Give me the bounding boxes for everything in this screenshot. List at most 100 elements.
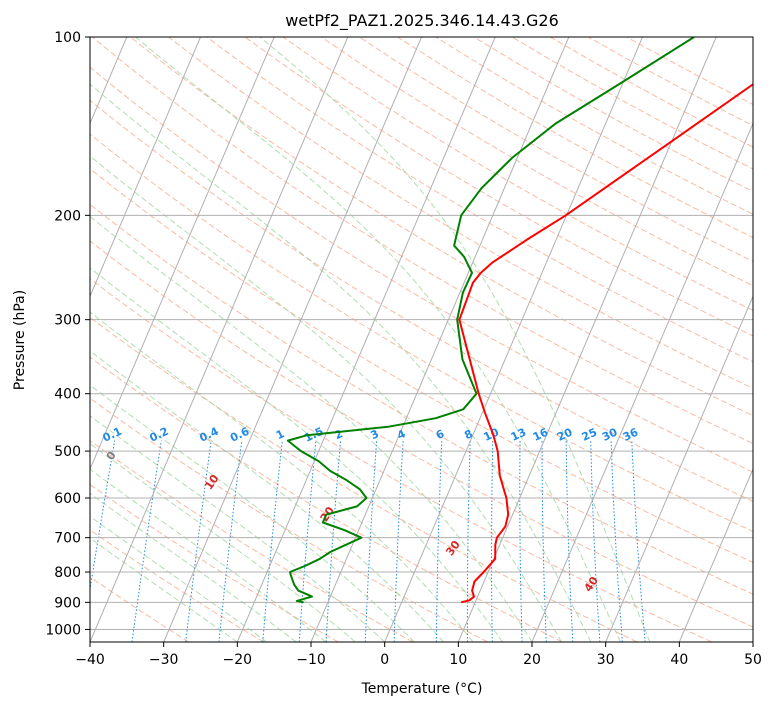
dry-adiabat	[90, 576, 190, 642]
mixing-ratio-line	[218, 440, 243, 642]
y-tick-label: 200	[54, 208, 81, 224]
moist-adiabat	[90, 537, 238, 642]
moist-adiabat	[90, 350, 444, 642]
dry-adiabat	[90, 356, 563, 642]
moist-adiabat	[135, 37, 621, 642]
mixing-ratio-line	[185, 440, 212, 642]
y-tick-label: 400	[54, 387, 81, 403]
dry-adiabat	[90, 168, 753, 563]
y-tick-label: 800	[54, 565, 81, 581]
mixing-ratio-line	[541, 440, 547, 642]
dry-adiabat-label: 40	[582, 574, 602, 594]
mixing-ratio-line	[131, 440, 162, 642]
temperature-profile	[458, 83, 753, 604]
mixing-ratio-label: 10	[482, 425, 502, 443]
dry-adiabat	[90, 529, 264, 642]
mixing-ratio-label: 6	[434, 427, 447, 442]
dry-adiabat	[90, 278, 712, 642]
isotherm-line	[384, 37, 643, 642]
dry-adiabat-label: -10	[4, 417, 26, 441]
x-tick-label: 30	[597, 652, 615, 668]
mixing-ratio-line	[519, 440, 523, 642]
dry-adiabat	[130, 37, 753, 417]
dry-adiabat-label: 10	[202, 472, 222, 492]
plot-frame	[89, 36, 754, 643]
mixing-ratio-line	[435, 440, 443, 642]
dry-adiabat	[588, 37, 753, 127]
dry-adiabat	[244, 37, 753, 337]
dry-adiabat	[359, 37, 753, 263]
dry-adiabat	[90, 203, 753, 595]
mixing-ratio-line	[262, 440, 283, 642]
moist-adiabat	[259, 37, 651, 642]
y-tick-label: 900	[54, 595, 81, 611]
dry-adiabat	[206, 37, 753, 363]
moist-adiabat	[90, 492, 297, 642]
dry-adiabat	[90, 397, 488, 642]
mixing-ratio-line	[90, 440, 116, 593]
mixing-ratio-label: 36	[621, 425, 641, 443]
mixing-ratio-label: 25	[580, 426, 599, 444]
mixing-ratio-line	[298, 440, 317, 642]
y-axis-title: Pressure (hPa)	[12, 290, 28, 390]
x-tick-label: 50	[744, 652, 762, 668]
mixing-ratio-label: 1	[274, 427, 286, 442]
y-tick-label: 100	[54, 30, 81, 46]
mixing-ratio-label: 13	[509, 426, 528, 444]
isotherm-line	[90, 37, 275, 471]
mixing-ratio-line	[393, 440, 404, 642]
dewpoint-profile	[286, 37, 695, 604]
moist-adiabat	[90, 415, 386, 642]
mixing-ratio-label: 2	[332, 427, 344, 442]
chart-title: wetPf2_PAZ1.2025.346.14.43.G26	[285, 11, 559, 31]
dry-adiabat	[168, 37, 753, 389]
moist-adiabat	[90, 311, 474, 642]
mixing-ratio-label: 20	[555, 425, 575, 443]
mixing-ratio-line	[325, 440, 342, 642]
dry-adiabat	[90, 240, 753, 628]
dry-adiabat	[549, 37, 753, 148]
x-tick-label: −40	[75, 652, 105, 668]
y-tick-label: 300	[54, 313, 81, 329]
y-tick-label: 700	[54, 531, 81, 547]
dry-adiabat	[90, 316, 638, 642]
mixing-ratio-line	[364, 440, 378, 642]
x-tick-label: 10	[449, 652, 467, 668]
dry-adiabat-label: 30	[443, 538, 463, 558]
isotherm-line	[310, 37, 570, 642]
x-tick-label: −20	[223, 652, 253, 668]
moist-adiabat	[90, 443, 356, 642]
y-tick-label: 500	[54, 444, 81, 460]
mixing-ratio-line	[590, 440, 601, 642]
dry-adiabat	[90, 440, 414, 642]
dry-adiabat	[435, 37, 753, 215]
isotherm-line	[752, 640, 753, 642]
mixing-ratio-line	[466, 440, 471, 642]
moist-adiabat	[90, 515, 268, 642]
x-axis-title: Temperature (°C)	[361, 681, 483, 697]
mixing-ratio-label: 16	[531, 425, 551, 443]
isotherm-line	[457, 37, 717, 642]
isotherm-line	[90, 37, 349, 642]
isotherm-line	[605, 295, 753, 642]
isotherm-line	[531, 122, 753, 642]
mixing-ratio-label: 30	[600, 425, 620, 443]
mixing-ratio-line	[610, 440, 623, 642]
isotherm-line	[678, 467, 753, 642]
dry-adiabat	[282, 37, 753, 312]
isotherm-line	[236, 37, 496, 642]
y-tick-label: 1000	[45, 622, 81, 638]
mixing-ratio-label: 0.1	[101, 425, 124, 445]
x-tick-label: 40	[670, 652, 688, 668]
mixing-ratio-line	[491, 440, 494, 642]
dry-adiabat	[90, 483, 339, 642]
dry-adiabat	[90, 66, 753, 473]
x-tick-label: −30	[149, 652, 179, 668]
x-tick-label: −10	[296, 652, 326, 668]
dry-adiabat	[90, 133, 753, 533]
isotherm-line	[90, 37, 201, 298]
mixing-ratio-label: 0.4	[197, 425, 220, 445]
mixing-ratio-line	[631, 440, 646, 642]
moist-adiabat	[90, 155, 562, 642]
